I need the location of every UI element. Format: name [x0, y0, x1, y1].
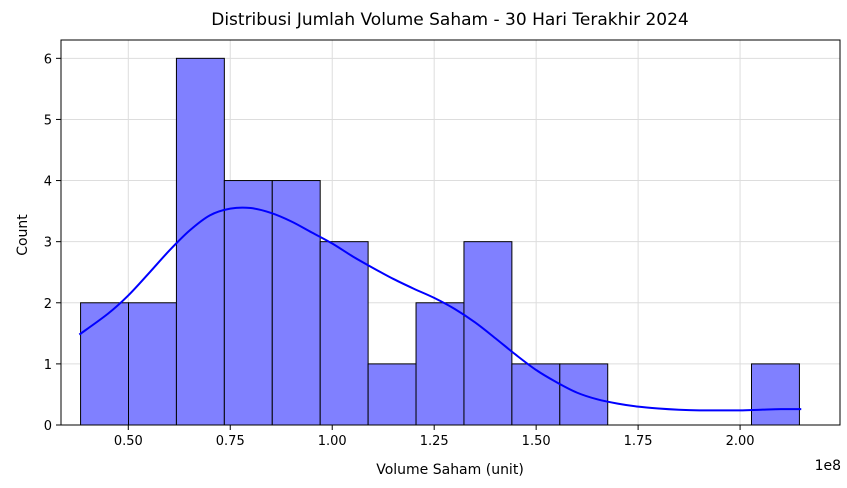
- x-tick-label-3: 1.25: [420, 434, 449, 449]
- kde-curve: [78, 206, 802, 412]
- y-tick-label-0: 0: [44, 419, 52, 434]
- histogram-bar-4: [271, 180, 321, 426]
- y-tick-label-5: 5: [44, 113, 52, 128]
- plot-frame: [60, 39, 841, 426]
- y-axis-label: Count: [15, 214, 31, 256]
- histogram-bar-5: [319, 241, 369, 426]
- x-tick-label-5: 1.75: [624, 434, 653, 449]
- x-offset-label: 1e8: [815, 458, 841, 474]
- histogram-bar-14: [750, 363, 800, 426]
- x-tick-label-1: 0.75: [216, 434, 245, 449]
- histogram-bar-7: [415, 302, 465, 426]
- x-axis-label: Volume Saham (unit): [376, 462, 524, 478]
- y-tick-label-3: 3: [44, 236, 52, 251]
- y-tick-label-1: 1: [44, 358, 52, 373]
- histogram-bar-9: [511, 363, 561, 426]
- kde-layer: [78, 206, 802, 412]
- x-tick-label-4: 1.50: [522, 434, 551, 449]
- histogram-bar-6: [367, 363, 417, 426]
- y-tick-label-4: 4: [44, 175, 52, 190]
- bars-layer: [80, 57, 800, 426]
- x-tick-label-0: 0.50: [114, 434, 143, 449]
- x-tick-label-2: 1.00: [318, 434, 347, 449]
- histogram-bar-0: [80, 302, 129, 426]
- chart-title: Distribusi Jumlah Volume Saham - 30 Hari…: [211, 10, 689, 30]
- ticks-layer: 0.50 0.75 1.00 1.25 1.50 1.75 2.00 0 1 2 3 4 5 6: [44, 52, 755, 449]
- histogram-bar-3: [223, 180, 273, 426]
- histogram-bar-1: [127, 302, 177, 426]
- histogram-bar-2: [175, 57, 225, 426]
- y-tick-label-6: 6: [44, 52, 52, 67]
- x-tick-label-6: 2.00: [726, 434, 755, 449]
- y-tick-label-2: 2: [44, 297, 52, 312]
